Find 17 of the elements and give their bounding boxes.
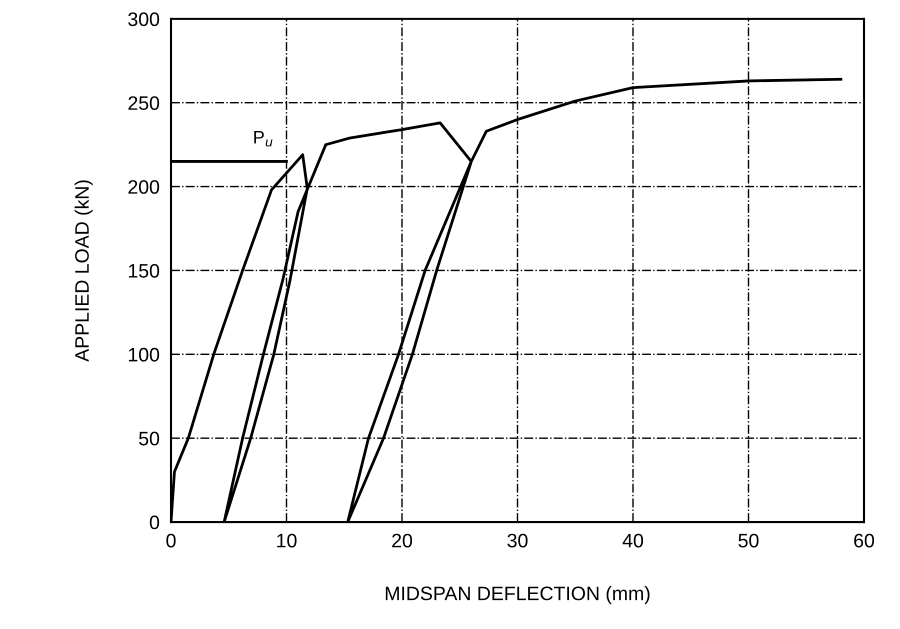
y-tick-label: 250 <box>128 96 160 110</box>
x-tick-label: 40 <box>622 534 644 548</box>
x-axis-title: MIDSPAN DEFLECTION (mm) <box>386 586 650 604</box>
x-tick-label: 10 <box>277 534 297 548</box>
x-tick-label: 60 <box>854 534 874 548</box>
y-tick-label: 100 <box>128 348 160 362</box>
y-tick-label: 200 <box>128 180 160 194</box>
y-tick-label: 150 <box>128 264 160 278</box>
y-tick-label: 300 <box>128 12 160 26</box>
annotation: P$_{u}$ <box>254 130 272 147</box>
y-tick-label: 50 <box>139 432 160 446</box>
x-tick-label: 20 <box>392 534 412 548</box>
x-tick-label: 50 <box>738 534 759 548</box>
x-tick-label: 30 <box>507 534 528 548</box>
y-axis-title: APPLIED LOAD (kN) <box>74 180 93 362</box>
x-tick-label: 0 <box>166 534 176 548</box>
y-tick-label: 0 <box>150 516 160 530</box>
